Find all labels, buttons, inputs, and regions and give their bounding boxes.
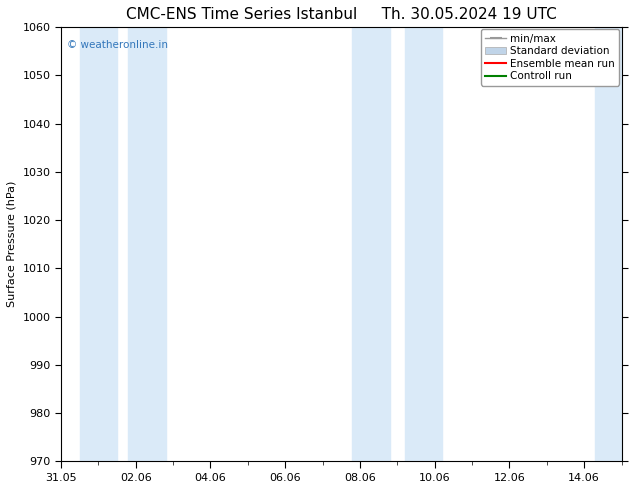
Bar bbox=[80, 27, 117, 461]
Bar bbox=[128, 27, 165, 461]
Legend: min/max, Standard deviation, Ensemble mean run, Controll run: min/max, Standard deviation, Ensemble me… bbox=[481, 29, 619, 86]
Bar bbox=[353, 27, 390, 461]
Y-axis label: Surface Pressure (hPa): Surface Pressure (hPa) bbox=[7, 181, 17, 307]
Text: © weatheronline.in: © weatheronline.in bbox=[67, 40, 167, 50]
Title: CMC-ENS Time Series Istanbul     Th. 30.05.2024 19 UTC: CMC-ENS Time Series Istanbul Th. 30.05.2… bbox=[126, 7, 557, 22]
Bar bbox=[595, 27, 621, 461]
Bar bbox=[404, 27, 442, 461]
